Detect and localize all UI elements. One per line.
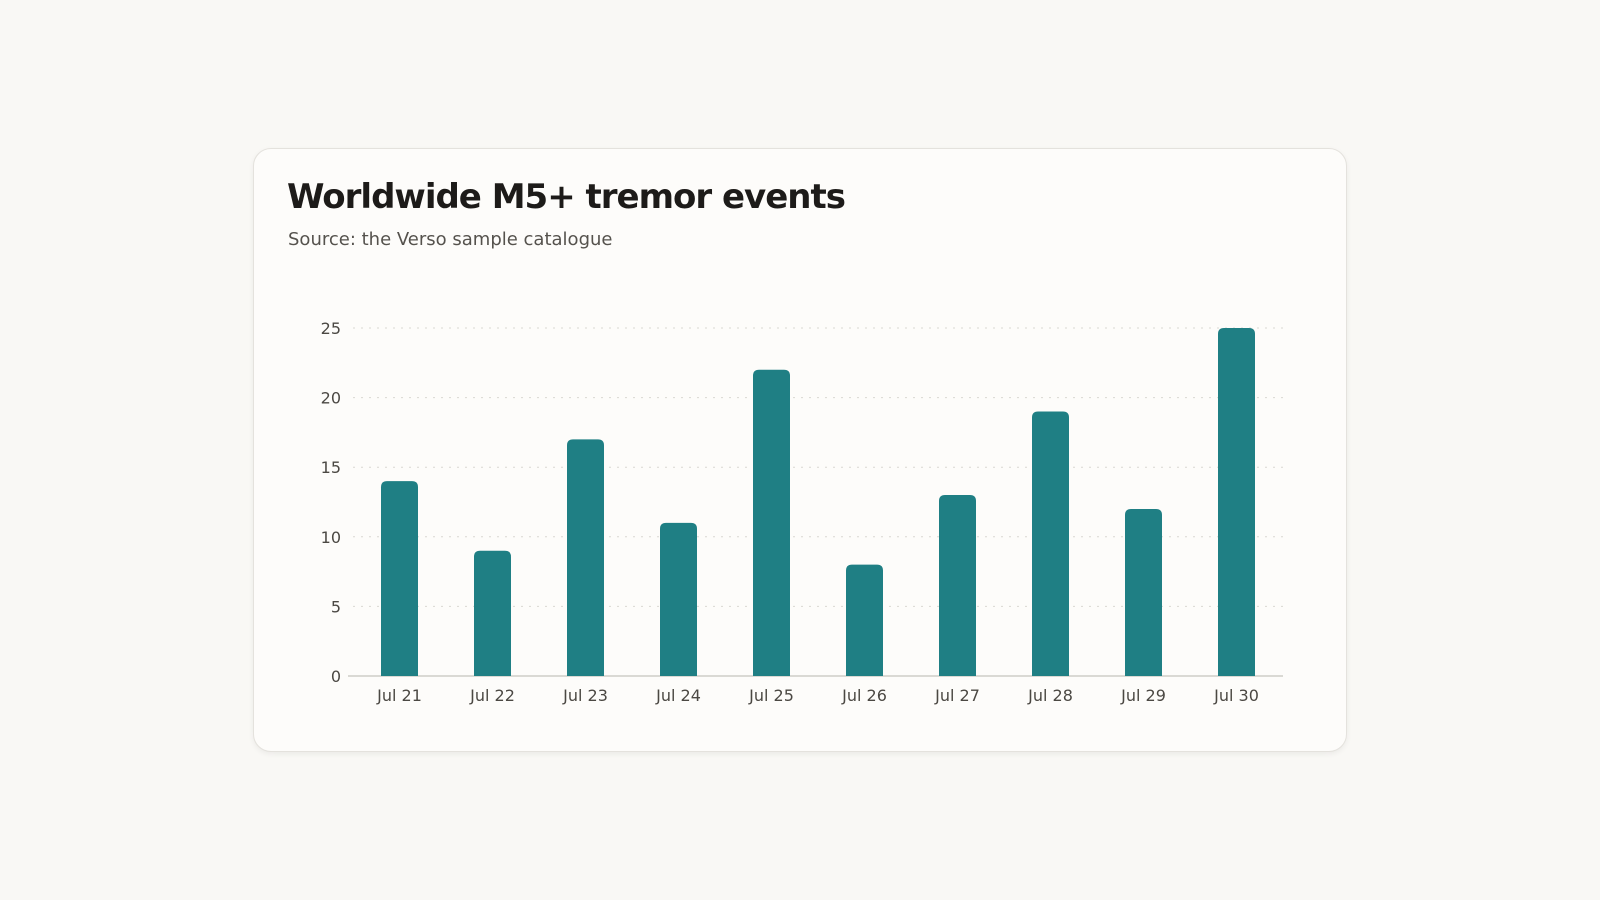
x-tick-label: Jul 30	[1213, 686, 1259, 705]
bar	[939, 495, 976, 676]
y-tick-label: 25	[321, 319, 341, 338]
x-tick-label: Jul 24	[655, 686, 701, 705]
x-tick-label: Jul 28	[1027, 686, 1073, 705]
chart-subtitle: Source: the Verso sample catalogue	[288, 229, 613, 250]
y-tick-label: 0	[331, 667, 341, 686]
x-tick-label: Jul 22	[469, 686, 515, 705]
chart-card: Worldwide M5+ tremor events Source: the …	[253, 148, 1347, 752]
y-tick-label: 5	[331, 597, 341, 616]
bar	[846, 564, 883, 676]
x-tick-label: Jul 27	[934, 686, 980, 705]
y-tick-label: 15	[321, 458, 341, 477]
y-tick-label: 10	[321, 528, 341, 547]
x-tick-label: Jul 26	[841, 686, 887, 705]
y-tick-label: 20	[321, 389, 341, 408]
bar	[1218, 328, 1255, 676]
bar	[1125, 508, 1162, 676]
x-tick-label: Jul 25	[748, 686, 794, 705]
x-tick-label: Jul 29	[1120, 686, 1166, 705]
bar	[381, 481, 418, 676]
bar	[753, 369, 790, 676]
bar	[474, 550, 511, 676]
chart-title: Worldwide M5+ tremor events	[287, 177, 846, 217]
x-tick-label: Jul 21	[376, 686, 422, 705]
bar	[660, 522, 697, 676]
bar-chart: 0 5 10 15 20 25 Jul 21 Jul 22 Jul 23 Jul 24 Jul 25…	[321, 319, 1283, 705]
bar	[1032, 411, 1069, 676]
bar	[567, 439, 604, 676]
x-tick-label: Jul 23	[562, 686, 608, 705]
